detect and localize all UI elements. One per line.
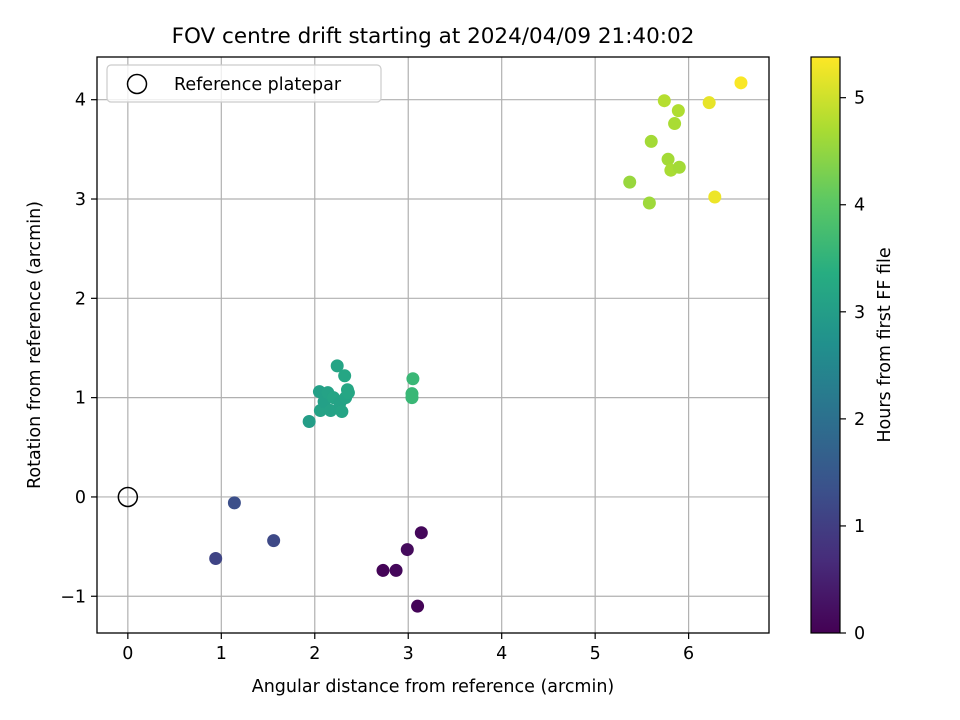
colorbar-label: Hours from first FF file [875,247,895,442]
colorbar-tick-label-1: 1 [854,517,865,537]
y-tick-label-0: −1 [60,587,86,607]
x-tick-label-2: 2 [309,644,320,664]
data-point-4 [411,599,425,613]
data-point-32 [671,104,685,118]
data-point-5 [227,496,241,510]
grid-lines [97,57,769,633]
data-point-25 [623,175,637,189]
data-point-33 [672,160,686,174]
data-point-36 [734,76,748,90]
colorbar-gradient [810,56,841,634]
x-tick-label-5: 5 [590,644,601,664]
legend-box [106,64,382,103]
data-points [209,76,748,613]
x-tick-label-1: 1 [216,644,227,664]
data-point-3 [414,526,428,540]
data-point-13 [324,404,338,418]
data-point-0 [376,563,390,577]
legend: Reference platepar [106,64,382,103]
data-point-26 [642,196,656,210]
y-axis-label: Rotation from reference (arcmin) [25,201,45,489]
colorbar-ticks: 0 1 2 3 4 5 [840,89,865,644]
legend-marker-reference [126,73,148,95]
y-axis-ticks: −1 0 1 2 3 4 [60,91,97,607]
colorbar: 0 1 2 3 4 5 Hours from first FF file [810,56,895,644]
data-point-18 [338,369,352,383]
y-tick-label-1: 0 [75,488,86,508]
data-point-7 [267,534,281,548]
data-point-6 [209,552,223,566]
colorbar-tick-label-3: 3 [854,303,865,323]
data-point-22 [406,372,420,386]
x-tick-label-0: 0 [122,644,133,664]
reference-platepar-point [117,486,139,508]
data-point-1 [389,563,403,577]
data-point-28 [657,94,671,108]
plot-frame [96,56,770,634]
y-tick-label-2: 1 [75,389,86,409]
data-point-15 [330,359,344,373]
data-point-17 [335,405,349,419]
x-tick-label-3: 3 [403,644,414,664]
y-tick-label-4: 3 [75,190,86,210]
x-tick-label-4: 4 [496,644,507,664]
data-point-29 [661,152,675,166]
legend-entry-reference: Reference platepar [174,75,342,95]
data-point-24 [405,391,419,405]
x-axis-label: Angular distance from reference (arcmin) [252,677,615,697]
colorbar-tick-label-0: 0 [854,624,865,644]
x-axis-ticks: 0 1 2 3 4 5 6 [122,633,694,664]
y-tick-label-3: 2 [75,289,86,309]
colorbar-tick-label-5: 5 [854,89,865,109]
data-point-34 [702,96,716,110]
data-point-2 [400,543,414,557]
reference-marker [117,486,139,508]
chart-title: FOV centre drift starting at 2024/04/09 … [172,24,695,49]
data-point-35 [708,190,722,204]
x-tick-label-6: 6 [683,644,694,664]
data-point-27 [644,134,658,148]
data-point-31 [668,117,682,131]
y-tick-label-5: 4 [75,91,86,111]
data-point-21 [341,386,355,400]
colorbar-tick-label-2: 2 [854,410,865,430]
data-point-8 [302,414,316,428]
colorbar-tick-label-4: 4 [854,196,865,216]
